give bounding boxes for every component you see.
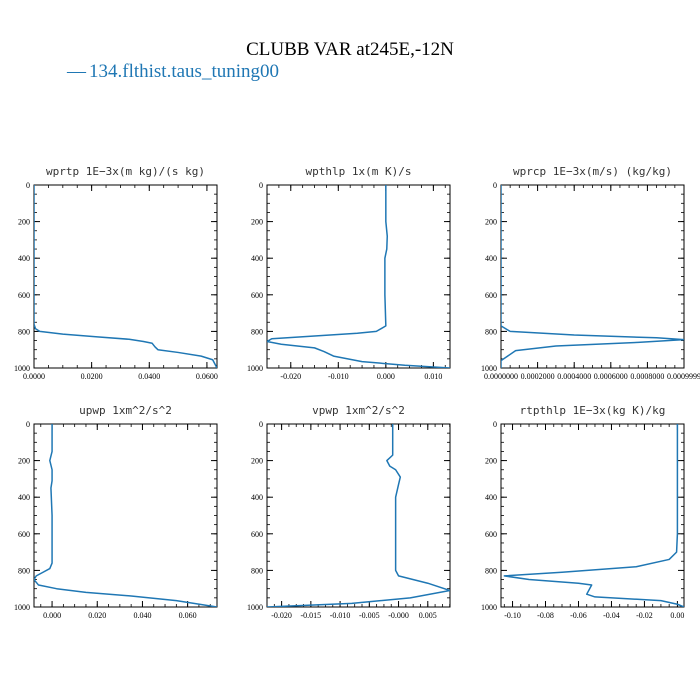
x-tick-label: 0.0004000 — [557, 372, 591, 381]
plot-frame — [33, 423, 218, 608]
y-tick-label: 800 — [18, 327, 30, 336]
y-tick-label: 200 — [18, 218, 30, 227]
y-tick-label: 800 — [485, 566, 497, 575]
panel-title: wpthlp 1x(m K)/s — [306, 165, 412, 178]
plot-frame — [266, 184, 451, 369]
series-line-1 — [34, 424, 217, 607]
y-tick-label: 400 — [18, 254, 30, 263]
x-tick-label: 0.000 — [377, 372, 395, 381]
y-tick-label: 800 — [251, 566, 263, 575]
legend-label: 134.flthist.taus_tuning00 — [89, 61, 279, 82]
y-tick-label: 400 — [251, 493, 263, 502]
y-tick-label: 1000 — [14, 603, 30, 612]
x-tick-label: 0.0600 — [196, 372, 218, 381]
y-tick-label: 1000 — [247, 364, 263, 373]
y-tick-label: 400 — [18, 493, 30, 502]
panel-5: vpwp 1xm^2/s^2 0 200 400 600 800 1000 -0.020 -0.… — [247, 404, 451, 620]
panel-title: upwp 1xm^2/s^2 — [79, 404, 172, 417]
y-tick-label: 0 — [493, 420, 497, 429]
y-tick-label: 200 — [485, 218, 497, 227]
series-line-1 — [34, 185, 217, 368]
x-tick-label: 0.0009999 — [667, 372, 700, 381]
panel-2: wpthlp 1x(m K)/s 0 200 400 600 800 1000 -0.020 -… — [247, 165, 451, 381]
y-tick-label: 200 — [485, 457, 497, 466]
y-tick-label: 600 — [251, 530, 263, 539]
x-tick-label: 0.010 — [424, 372, 442, 381]
x-tick-label: -0.02 — [636, 611, 653, 620]
figure-title: CLUBB VAR at245E,-12N — [246, 39, 454, 60]
x-tick-label: 0.0400 — [138, 372, 160, 381]
series-line-1 — [501, 185, 684, 368]
y-tick-label: 600 — [485, 530, 497, 539]
y-tick-label: 0 — [26, 181, 30, 190]
x-tick-label: -0.010 — [330, 611, 351, 620]
x-tick-label: 0.0002000 — [521, 372, 555, 381]
x-tick-label: -0.005 — [359, 611, 380, 620]
x-tick-label: -0.015 — [301, 611, 322, 620]
x-tick-label: 0.0000 — [23, 372, 45, 381]
y-tick-label: 1000 — [247, 603, 263, 612]
panel-title: wprtp 1E−3x(m kg)/(s kg) — [46, 165, 205, 178]
panel-3: wprcp 1E−3x(m/s) (kg/kg) 0 200 400 600 800 100… — [481, 165, 700, 381]
x-tick-label: -0.020 — [280, 372, 301, 381]
x-tick-label: 0.000 — [43, 611, 61, 620]
y-tick-label: 400 — [485, 254, 497, 263]
x-tick-label: 0.020 — [88, 611, 106, 620]
y-tick-label: 0 — [259, 420, 263, 429]
y-tick-label: 600 — [18, 530, 30, 539]
series-line-1 — [267, 185, 450, 368]
x-tick-label: -0.04 — [603, 611, 620, 620]
legend-line-symbol: — — [66, 61, 87, 82]
y-tick-label: 1000 — [14, 364, 30, 373]
x-tick-label: 0.0000000 — [484, 372, 518, 381]
y-tick-label: 600 — [485, 291, 497, 300]
x-tick-label: 0.0008000 — [630, 372, 664, 381]
y-tick-label: 1000 — [481, 364, 497, 373]
y-tick-label: 200 — [18, 457, 30, 466]
series-line-1 — [267, 424, 450, 607]
y-tick-label: 0 — [259, 181, 263, 190]
panel-4: upwp 1xm^2/s^2 0 200 400 600 800 1000 0.000 0.02… — [14, 404, 218, 620]
panel-6: rtpthlp 1E−3x(kg K)/kg02004006008001000-… — [481, 404, 685, 620]
x-tick-label: 0.0006000 — [594, 372, 628, 381]
panel-title: wprcp 1E−3x(m/s) (kg/kg) — [513, 165, 672, 178]
x-tick-label: 0.0200 — [81, 372, 103, 381]
panel-grid: wprtp 1E−3x(m kg)/(s kg) 0 200 400 600 800 100… — [14, 165, 700, 620]
x-tick-label: -0.08 — [537, 611, 554, 620]
y-tick-label: 600 — [251, 291, 263, 300]
panel-title: vpwp 1xm^2/s^2 — [312, 404, 405, 417]
x-tick-label: -0.010 — [328, 372, 349, 381]
panel-1: wprtp 1E−3x(m kg)/(s kg) 0 200 400 600 800 100… — [14, 165, 218, 381]
x-tick-label: -0.06 — [570, 611, 587, 620]
y-tick-label: 800 — [251, 327, 263, 336]
plot-frame — [266, 423, 451, 608]
plot-frame — [33, 184, 218, 369]
x-tick-label: 0.040 — [133, 611, 151, 620]
y-tick-label: 1000 — [481, 603, 497, 612]
panel-title: rtpthlp 1E−3x(kg K)/kg — [520, 404, 666, 417]
y-tick-label: 0 — [26, 420, 30, 429]
y-tick-label: 800 — [485, 327, 497, 336]
x-tick-label: 0.005 — [419, 611, 437, 620]
y-tick-label: 400 — [251, 254, 263, 263]
y-tick-label: 200 — [251, 457, 263, 466]
y-tick-label: 200 — [251, 218, 263, 227]
y-tick-label: 0 — [493, 181, 497, 190]
x-tick-label: 0.060 — [179, 611, 197, 620]
x-tick-label: -0.000 — [388, 611, 409, 620]
x-tick-label: -0.020 — [271, 611, 292, 620]
y-tick-label: 800 — [18, 566, 30, 575]
series-line-1 — [503, 424, 684, 607]
y-tick-label: 600 — [18, 291, 30, 300]
y-tick-label: 400 — [485, 493, 497, 502]
x-tick-label: -0.10 — [504, 611, 521, 620]
x-tick-label: 0.00 — [670, 611, 684, 620]
